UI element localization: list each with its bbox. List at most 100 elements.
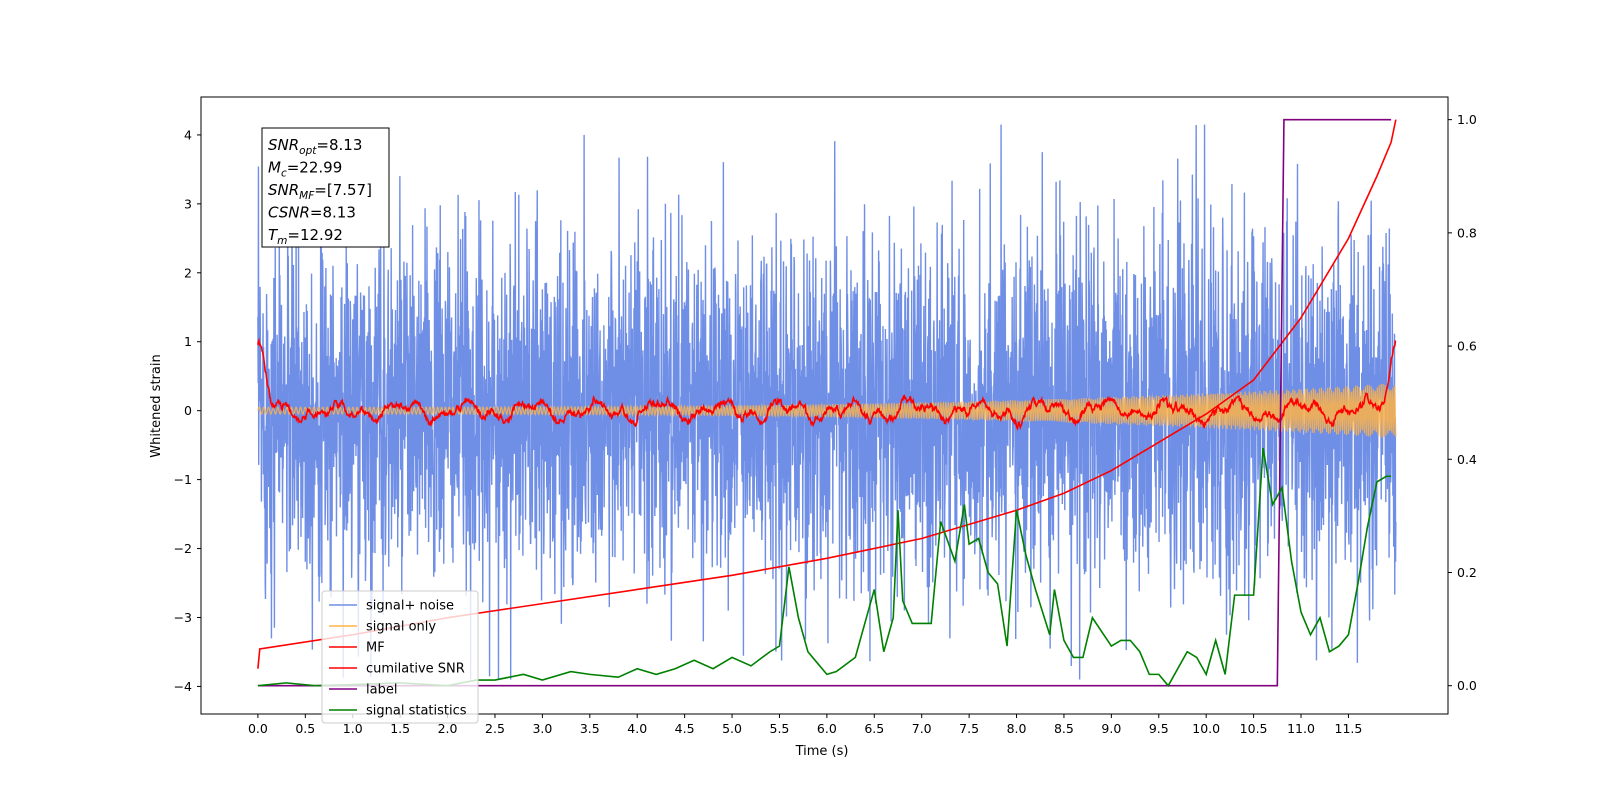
y-tick: −2 bbox=[174, 541, 201, 556]
y-tick-label: 2 bbox=[184, 265, 192, 280]
annotation-subscript: c bbox=[281, 168, 287, 180]
x-tick-label: 3.5 bbox=[580, 721, 600, 736]
x-tick-label: 0.5 bbox=[295, 721, 315, 736]
legend-entry: signal only bbox=[329, 620, 436, 635]
y2-tick-label: 1.0 bbox=[1457, 112, 1477, 127]
x-axis-label: Time (s) bbox=[795, 744, 849, 759]
annotation-line: CSNR=8.13 bbox=[268, 204, 356, 222]
y2-tick: 0.0 bbox=[1448, 678, 1477, 693]
y2-tick-label: 0.4 bbox=[1457, 452, 1477, 467]
x-tick: 3.5 bbox=[580, 714, 600, 736]
y-tick-label: 0 bbox=[184, 403, 192, 418]
x-tick: 5.0 bbox=[722, 714, 742, 736]
annotation-symbol: M bbox=[268, 159, 281, 177]
legend-label: cumilative SNR bbox=[366, 662, 465, 677]
annotation-subscript: opt bbox=[299, 145, 317, 157]
legend-entry: MF bbox=[329, 641, 385, 656]
y-tick-label: 1 bbox=[184, 334, 192, 349]
y2-tick: 0.2 bbox=[1448, 565, 1477, 580]
y-tick: −4 bbox=[174, 679, 201, 694]
annotation-value: =22.99 bbox=[287, 159, 343, 177]
y-tick: 4 bbox=[184, 127, 201, 142]
annotation-symbol: T bbox=[268, 226, 279, 244]
x-tick-label: 11.0 bbox=[1287, 721, 1315, 736]
x-tick: 10.5 bbox=[1240, 714, 1268, 736]
legend-entry: label bbox=[329, 683, 397, 698]
x-tick: 2.5 bbox=[485, 714, 505, 736]
y-tick-label: −2 bbox=[174, 541, 192, 556]
annotation-subscript: m bbox=[277, 235, 287, 247]
x-tick-label: 11.5 bbox=[1335, 721, 1363, 736]
y-tick: 3 bbox=[184, 196, 201, 211]
x-tick: 7.0 bbox=[912, 714, 932, 736]
x-tick: 6.0 bbox=[817, 714, 837, 736]
annotation-line: SNRopt=8.13 bbox=[268, 136, 362, 157]
annotation-symbol: SNR bbox=[268, 136, 299, 154]
legend-label: signal+ noise bbox=[366, 599, 454, 614]
series-label bbox=[257, 118, 1392, 687]
x-tick: 6.5 bbox=[864, 714, 884, 736]
y2-tick: 0.4 bbox=[1448, 452, 1477, 467]
annotation-value: =[7.57] bbox=[314, 181, 372, 199]
annotation-symbol: SNR bbox=[268, 181, 299, 199]
annotation-line: Tm=12.92 bbox=[268, 226, 343, 247]
legend-label: MF bbox=[366, 641, 385, 656]
x-tick-label: 8.5 bbox=[1054, 721, 1074, 736]
y2-tick-label: 0.2 bbox=[1457, 565, 1477, 580]
y2-tick-label: 0.6 bbox=[1457, 339, 1477, 354]
x-tick: 3.0 bbox=[532, 714, 552, 736]
x-axis: 0.0 0.5 1.0 1.5 2.0 2.5 3.0 3.5 4.0 4.5 5.0 5.5 6.0 6… bbox=[248, 714, 1362, 736]
annotation-subscript: MF bbox=[299, 190, 315, 202]
y2-tick: 0.8 bbox=[1448, 225, 1477, 240]
x-tick-label: 10.0 bbox=[1192, 721, 1220, 736]
y-tick-label: −3 bbox=[174, 610, 192, 625]
snr-annotation-box: SNRopt=8.13Mc=22.99SNRMF=[7.57]CSNR=8.13… bbox=[261, 127, 390, 248]
x-tick: 9.0 bbox=[1101, 714, 1121, 736]
series-layer bbox=[257, 118, 1397, 688]
x-tick-label: 3.0 bbox=[532, 721, 552, 736]
x-tick: 4.5 bbox=[675, 714, 695, 736]
legend-entry: signal statistics bbox=[329, 704, 467, 719]
x-tick: 5.5 bbox=[770, 714, 790, 736]
series-mf bbox=[257, 337, 1397, 431]
x-tick: 10.0 bbox=[1192, 714, 1220, 736]
annotation-line: SNRMF=[7.57] bbox=[268, 181, 372, 202]
y-tick-label: −4 bbox=[174, 679, 192, 694]
y2-axis: 0.0 0.2 0.4 0.6 0.8 1.0 bbox=[1448, 112, 1477, 693]
y-tick: −3 bbox=[174, 610, 201, 625]
x-tick-label: 4.5 bbox=[675, 721, 695, 736]
y-axis: −4 −3 −2 −1 0 1 2 3 4 bbox=[174, 127, 201, 694]
y2-tick-label: 0.8 bbox=[1457, 225, 1477, 240]
x-tick-label: 7.0 bbox=[912, 721, 932, 736]
y-tick: 0 bbox=[184, 403, 201, 418]
legend-label: signal only bbox=[366, 620, 436, 635]
legend-label: signal statistics bbox=[366, 704, 467, 719]
x-tick: 11.5 bbox=[1335, 714, 1363, 736]
x-tick: 4.0 bbox=[627, 714, 647, 736]
legend: signal+ noise signal only MF cumilative SNR… bbox=[321, 590, 479, 724]
annotation-symbol: CSNR bbox=[268, 204, 310, 222]
y-tick: 2 bbox=[184, 265, 201, 280]
x-tick-label: 5.5 bbox=[770, 721, 790, 736]
x-tick-label: 7.5 bbox=[959, 721, 979, 736]
x-tick-label: 6.5 bbox=[864, 721, 884, 736]
legend-label: label bbox=[366, 683, 397, 698]
y2-tick-label: 0.0 bbox=[1457, 678, 1477, 693]
x-tick: 0.5 bbox=[295, 714, 315, 736]
x-tick-label: 2.0 bbox=[438, 721, 458, 736]
series-signal-noise bbox=[257, 124, 1397, 680]
y-tick-label: −1 bbox=[174, 472, 192, 487]
x-tick-label: 0.0 bbox=[248, 721, 268, 736]
x-tick-label: 5.0 bbox=[722, 721, 742, 736]
x-tick-label: 1.0 bbox=[343, 721, 363, 736]
legend-entry: cumilative SNR bbox=[329, 662, 465, 677]
legend-frame bbox=[321, 590, 479, 724]
y-axis-label: Whitened strain bbox=[149, 354, 164, 457]
plot-frame bbox=[200, 96, 1449, 715]
y-tick-label: 3 bbox=[184, 196, 192, 211]
x-tick-label: 6.0 bbox=[817, 721, 837, 736]
x-tick-label: 4.0 bbox=[627, 721, 647, 736]
x-tick-label: 2.5 bbox=[485, 721, 505, 736]
y-tick: 1 bbox=[184, 334, 201, 349]
